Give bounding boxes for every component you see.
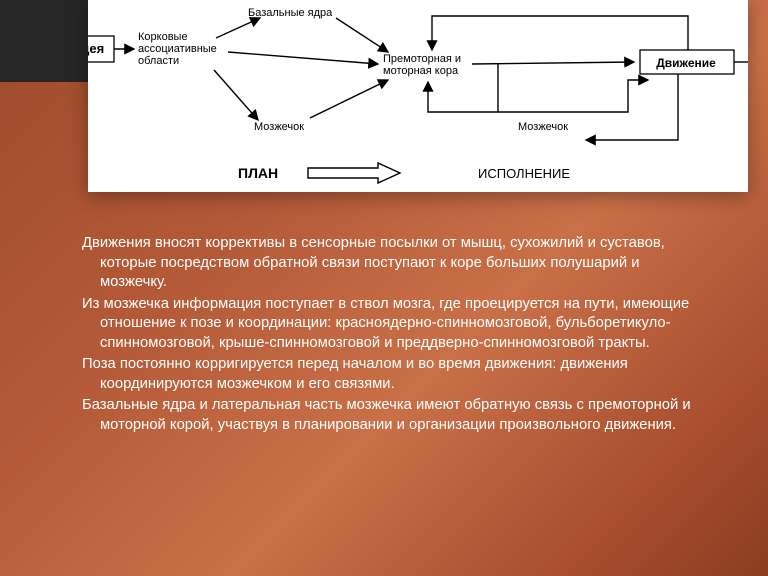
node-cortical-3: области	[138, 55, 179, 67]
node-cortical-2: ассоциативные	[138, 43, 217, 55]
node-cerebellum-right: Мозжечок	[518, 121, 568, 133]
body-text: Движения вносят коррективы в сенсорные п…	[82, 234, 702, 437]
label-plan: ПЛАН	[238, 165, 278, 181]
plan-exec-arrow	[308, 163, 400, 183]
paragraph-3: Поза постоянно корригируется перед начал…	[82, 355, 702, 394]
node-premotor-2: моторная кора	[383, 65, 459, 77]
paragraph-1: Движения вносят коррективы в сенсорные п…	[82, 234, 702, 293]
slide-corner-bar	[0, 0, 90, 82]
flow-diagram: Идея Корковые ассоциативные области База…	[88, 0, 748, 192]
paragraph-4: Базальные ядра и латеральная часть мозже…	[82, 396, 702, 435]
node-basal: Базальные ядра	[248, 7, 333, 19]
node-cerebellum-left: Мозжечок	[254, 121, 304, 133]
node-premotor-1: Премоторная и	[383, 53, 461, 65]
node-cortical-1: Корковые	[138, 31, 188, 43]
node-motion: Движение	[656, 56, 716, 70]
node-idea: Идея	[88, 41, 104, 56]
paragraph-2: Из мозжечка информация поступает в ствол…	[82, 295, 702, 354]
diagram-svg: Идея Корковые ассоциативные области База…	[88, 0, 748, 192]
label-exec: ИСПОЛНЕНИЕ	[478, 166, 570, 181]
